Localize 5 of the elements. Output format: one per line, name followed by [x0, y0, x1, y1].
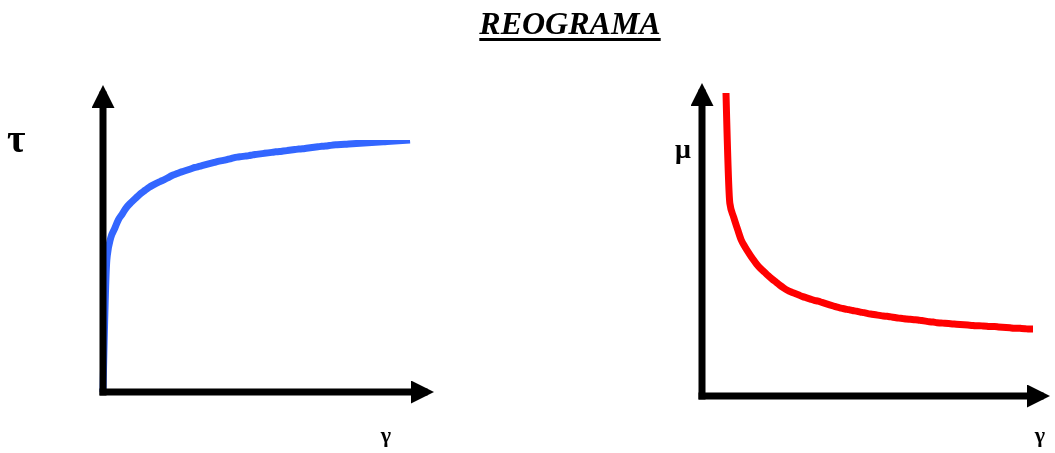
- y-axis-title: μ: [675, 133, 691, 164]
- x-axis-title: γ: [379, 422, 393, 447]
- x-axis-title: γ: [1033, 422, 1047, 447]
- y-axis-title: τ: [7, 116, 26, 161]
- chart-title: REOGRAMA: [478, 5, 662, 41]
